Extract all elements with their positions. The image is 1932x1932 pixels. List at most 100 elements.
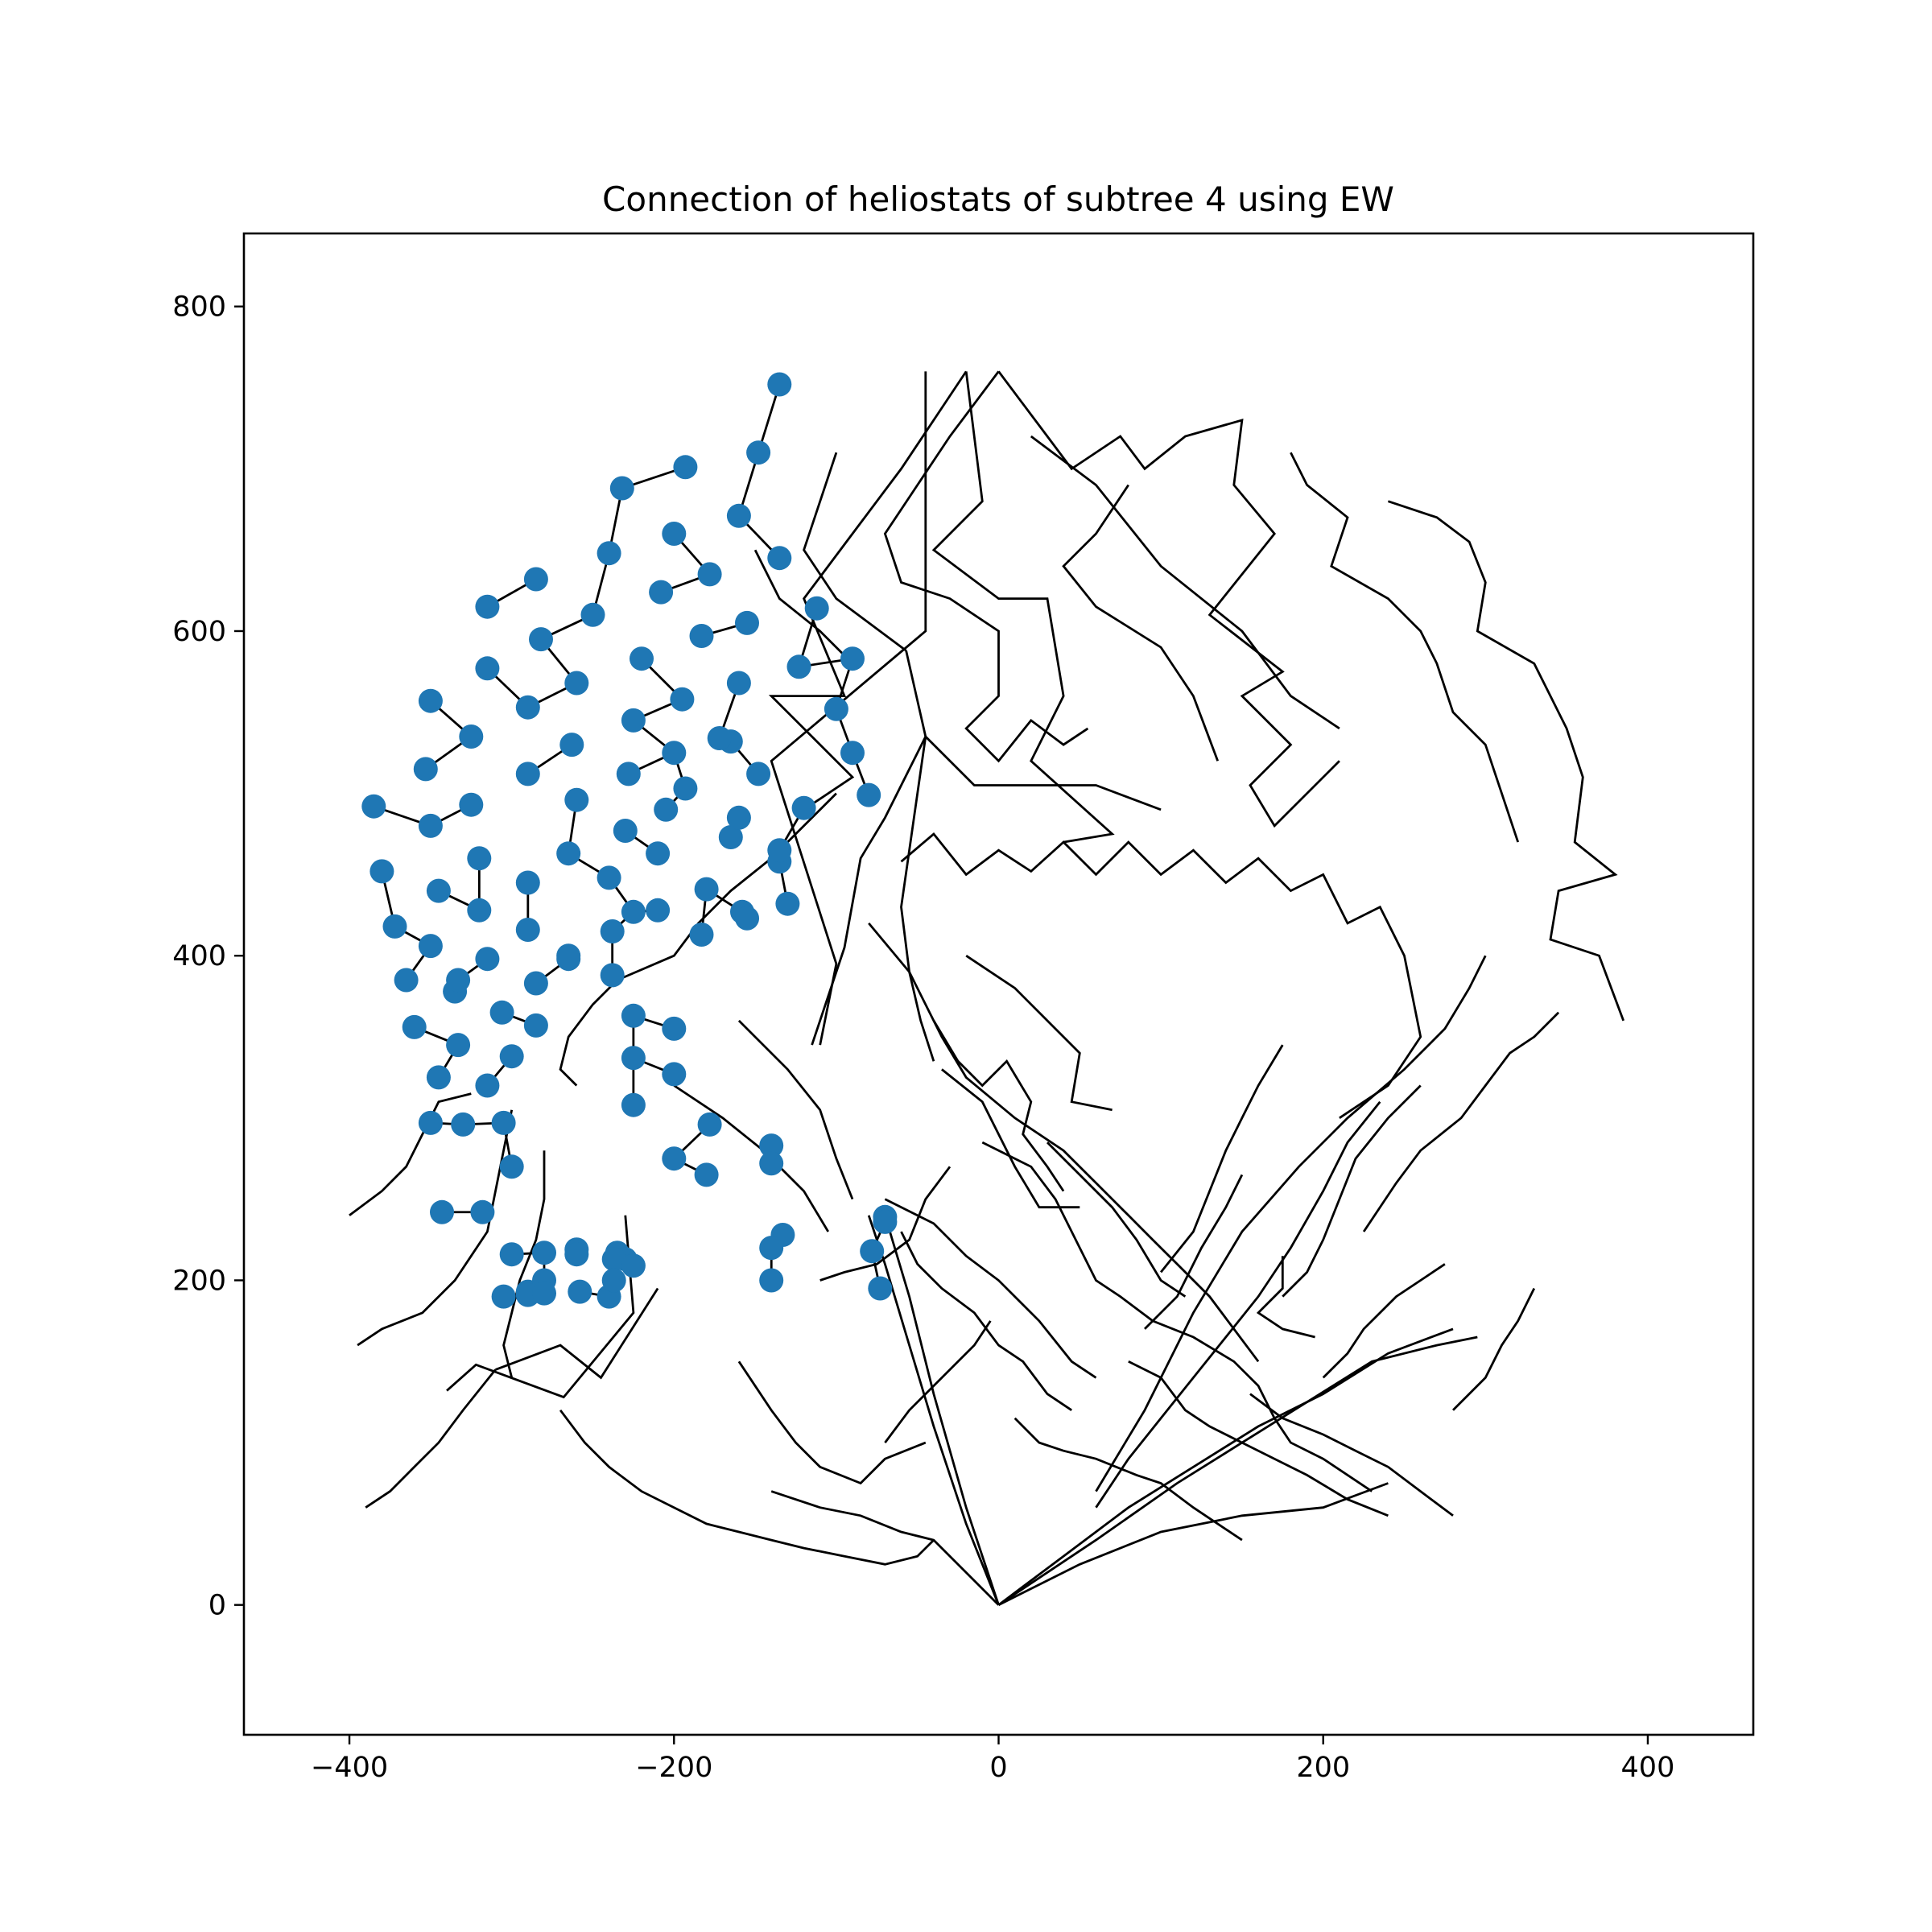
- network-edge: [900, 1231, 1072, 1411]
- heliostat-point: [840, 646, 865, 671]
- heliostat-point: [491, 1110, 516, 1135]
- heliostat-point: [601, 1268, 626, 1293]
- heliostat-point: [868, 1276, 893, 1301]
- points-layer: [361, 372, 898, 1309]
- heliostat-point: [523, 567, 548, 592]
- heliostat-point: [475, 594, 500, 619]
- heliostat-point: [621, 1046, 646, 1071]
- heliostat-point: [556, 841, 581, 866]
- heliostat-point: [735, 610, 759, 635]
- heliostat-point: [873, 1209, 898, 1234]
- network-edge: [981, 1141, 1373, 1492]
- heliostat-point: [767, 372, 792, 397]
- heliostat-point: [662, 1016, 687, 1041]
- y-tick-label: 0: [208, 1590, 226, 1622]
- heliostat-point: [564, 671, 589, 696]
- heliostat-point: [418, 813, 443, 838]
- network-edge: [1452, 1287, 1536, 1411]
- heliostat-point: [860, 1239, 885, 1264]
- network-edge: [1144, 1174, 1244, 1330]
- heliostat-point: [369, 859, 394, 884]
- heliostat-point: [621, 899, 646, 924]
- heliostat-point: [759, 1236, 784, 1261]
- x-tick-label: 200: [1296, 1752, 1350, 1784]
- heliostat-point: [426, 1065, 451, 1090]
- heliostat-point: [786, 654, 811, 679]
- heliostat-point: [746, 440, 771, 465]
- heliostat-point: [824, 696, 848, 721]
- heliostat-point: [475, 947, 500, 972]
- network-edge: [905, 650, 1162, 811]
- heliostat-point: [559, 733, 584, 758]
- network-edge: [1095, 955, 1487, 1492]
- heliostat-point: [515, 870, 540, 895]
- heliostat-point: [759, 1151, 784, 1176]
- heliostat-point: [649, 580, 674, 605]
- network-edge: [884, 1215, 1000, 1606]
- x-axis-ticks: −400 −200 0 200 400: [311, 1735, 1674, 1784]
- heliostat-point: [532, 1281, 556, 1306]
- network-edge: [737, 1019, 854, 1200]
- network-edge: [1062, 484, 1220, 762]
- heliostat-point: [413, 757, 438, 782]
- heliostat-point: [689, 624, 714, 648]
- heliostat-point: [491, 1284, 516, 1309]
- heliostat-point: [446, 968, 471, 993]
- heliostat-point: [735, 906, 759, 931]
- network-edge: [1290, 452, 1520, 843]
- heliostat-point: [673, 776, 698, 801]
- heliostat-point: [662, 1146, 687, 1171]
- heliostat-point: [857, 782, 881, 807]
- heliostat-point: [840, 741, 865, 766]
- heliostat-point: [470, 1199, 495, 1224]
- network-edge: [1095, 1100, 1381, 1509]
- heliostat-point: [662, 522, 687, 546]
- network-edge: [819, 1166, 952, 1282]
- y-tick-label: 800: [172, 291, 226, 324]
- network-edge: [1046, 1141, 1187, 1298]
- y-tick-label: 600: [172, 616, 226, 648]
- network-edge: [884, 1320, 992, 1443]
- heliostat-point: [426, 878, 451, 903]
- heliostat-point: [402, 1014, 427, 1039]
- network-edge: [753, 549, 853, 665]
- heliostat-point: [616, 762, 641, 786]
- network-edge: [770, 1490, 1000, 1606]
- x-tick-label: −400: [311, 1752, 388, 1784]
- heliostat-point: [621, 708, 646, 733]
- heliostat-point: [726, 503, 751, 528]
- y-tick-label: 200: [172, 1265, 226, 1297]
- network-edge: [1030, 435, 1340, 730]
- heliostat-point: [601, 1247, 626, 1272]
- heliostat-point: [767, 838, 792, 863]
- heliostat-point: [515, 918, 540, 942]
- heliostat-point: [597, 865, 621, 890]
- heliostat-point: [451, 1112, 476, 1137]
- heliostat-point: [621, 1003, 646, 1028]
- heliostat-point: [523, 971, 548, 996]
- network-edge: [365, 1368, 497, 1509]
- heliostat-point: [394, 968, 419, 993]
- heliostat-point: [467, 846, 492, 871]
- heliostat-point: [791, 795, 816, 820]
- network-edge: [495, 1287, 659, 1380]
- heliostat-point: [475, 656, 500, 681]
- heliostat-point: [694, 877, 719, 902]
- heliostat-point: [515, 762, 540, 786]
- heliostat-point: [418, 934, 443, 959]
- heliostat-point: [654, 797, 679, 822]
- x-tick-label: −200: [635, 1752, 712, 1784]
- network-edge: [1160, 1044, 1284, 1274]
- heliostat-point: [489, 1000, 514, 1025]
- heliostat-point: [418, 1110, 443, 1135]
- heliostat-point: [430, 1199, 454, 1224]
- network-edge: [559, 1409, 935, 1566]
- network-edge: [803, 452, 907, 652]
- network-edge: [1013, 1417, 1243, 1542]
- heliostat-point: [759, 1133, 784, 1158]
- network-edge: [997, 1335, 1478, 1606]
- heliostat-point: [630, 646, 654, 671]
- heliostat-point: [556, 943, 581, 968]
